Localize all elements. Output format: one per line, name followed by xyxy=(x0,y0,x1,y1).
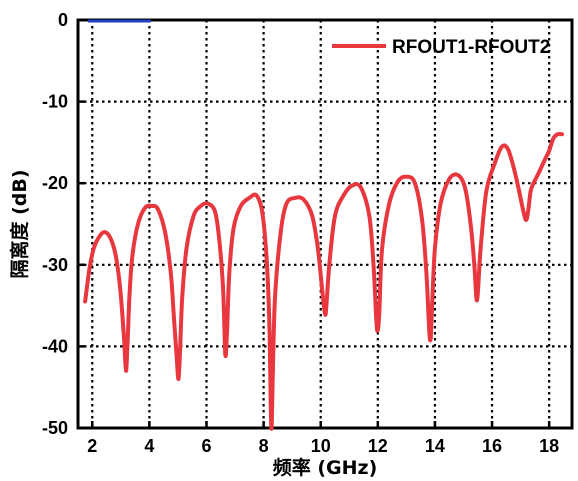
x-tick-label: 12 xyxy=(368,436,388,456)
x-tick-label: 16 xyxy=(482,436,502,456)
y-tick-label: -50 xyxy=(42,418,68,438)
x-axis-title: 频率 (GHz) xyxy=(273,456,378,479)
axis-ticks xyxy=(78,18,551,430)
y-tick-label: -20 xyxy=(42,173,68,193)
y-tick-label: -40 xyxy=(42,336,68,356)
grid-lines xyxy=(78,20,572,428)
y-tick-labels: 0 -10 -20 -30 -40 -50 xyxy=(42,10,68,438)
x-tick-label: 10 xyxy=(311,436,331,456)
legend: RFOUT1-RFOUT2 xyxy=(332,37,550,58)
x-tick-label: 8 xyxy=(259,436,269,456)
x-tick-label: 2 xyxy=(87,436,97,456)
plot-frame xyxy=(76,18,574,430)
x-tick-label: 18 xyxy=(539,436,559,456)
y-tick-label: -30 xyxy=(42,255,68,275)
y-tick-label: -10 xyxy=(42,92,68,112)
series-line-rfout1-rfout2 xyxy=(83,131,564,431)
x-tick-label: 6 xyxy=(201,436,211,456)
x-tick-label: 14 xyxy=(425,436,445,456)
y-axis-title: 隔离度 (dB) xyxy=(8,169,31,278)
y-tick-label: 0 xyxy=(58,10,68,30)
legend-label: RFOUT1-RFOUT2 xyxy=(392,37,550,58)
x-tick-labels: 2 4 6 8 10 12 14 16 18 xyxy=(87,436,559,456)
x-tick-label: 4 xyxy=(144,436,154,456)
